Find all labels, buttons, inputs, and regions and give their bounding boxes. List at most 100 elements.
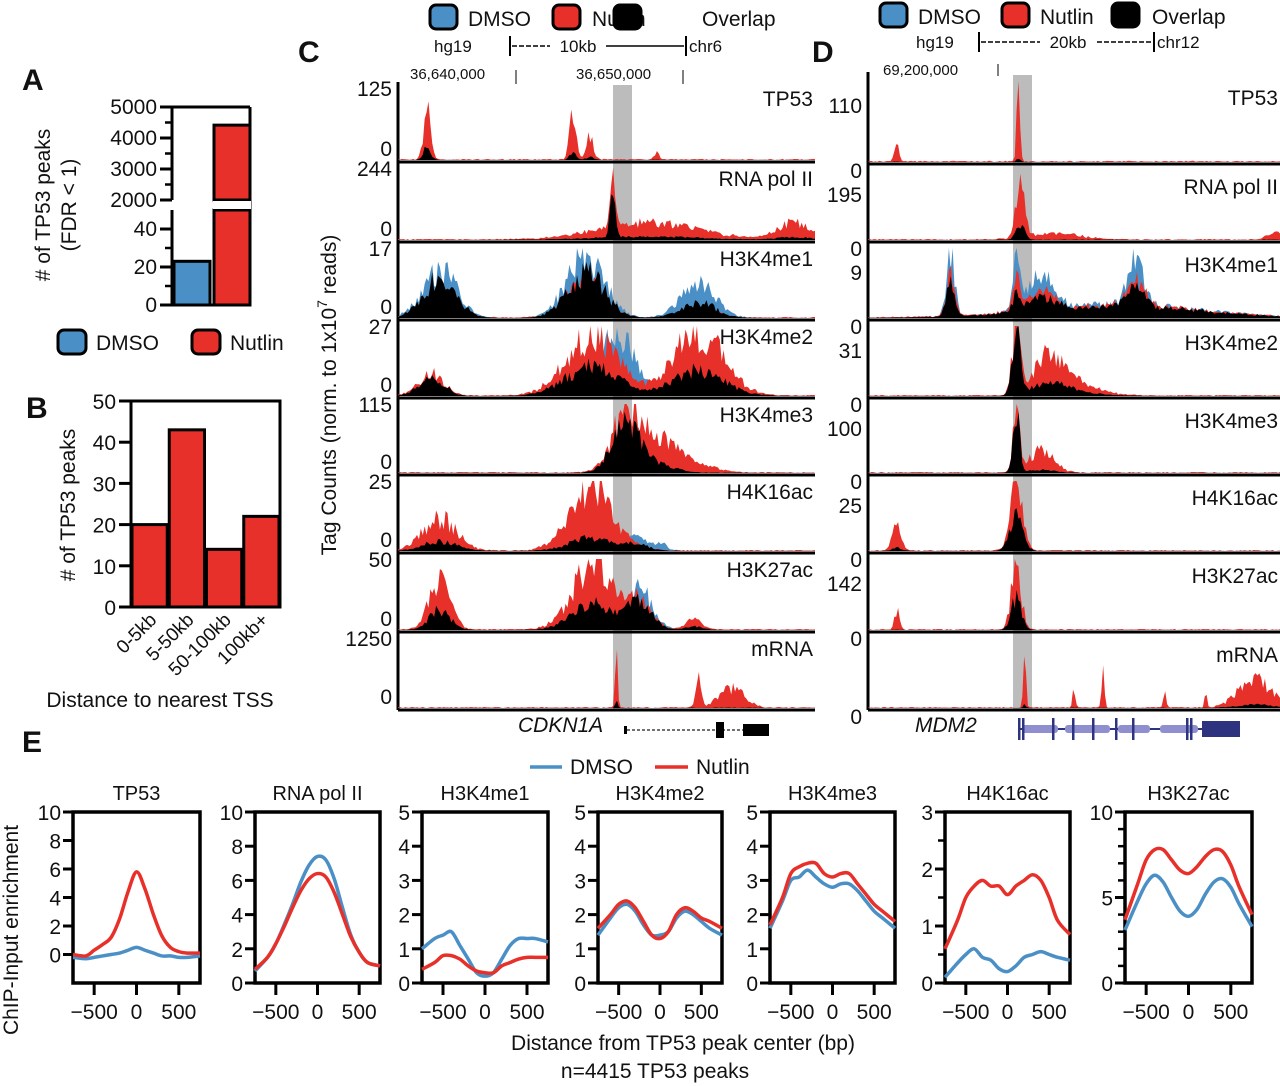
y-tick-label: 50 — [93, 391, 116, 414]
y-tick-label: 0 — [104, 597, 116, 620]
y-tick-label: 3 — [574, 870, 586, 893]
y-tick-label: 3 — [921, 802, 933, 825]
y-tick-label: 2 — [398, 905, 410, 928]
legend-swatch-dmso — [428, 3, 459, 31]
genome-label: hg19 — [434, 37, 472, 56]
x-tick-label: 500 — [1032, 1001, 1067, 1024]
y-tick-label: 5 — [746, 802, 758, 825]
panel-a-ylabel-line2: (FDR < 1) — [58, 159, 81, 252]
track-area-dmso — [868, 442, 1280, 473]
y-tick-label: 0 — [746, 973, 758, 996]
track-area-nutlin — [868, 656, 1280, 708]
track-area-nutlin — [398, 168, 815, 240]
y-tick-label: 4 — [746, 836, 758, 859]
bar-nutlin-lower — [212, 208, 252, 307]
track-area-nutlin — [868, 81, 1280, 162]
profile-line-nutlin — [768, 860, 897, 926]
track-min-label: 0 — [850, 238, 862, 261]
y-tick-label: 1 — [921, 916, 933, 939]
y-tick-label: 30 — [93, 473, 116, 496]
track-name: H3K4me3 — [1185, 410, 1278, 433]
x-tick-label: 0 — [827, 1001, 839, 1024]
subplot-title: H3K4me2 — [616, 783, 705, 805]
track-max-label: 25 — [839, 495, 862, 518]
y-tick-label: 0 — [1101, 973, 1113, 996]
scale-label: 20kb — [1050, 33, 1087, 52]
x-tick-label: 0 — [654, 1001, 666, 1024]
y-tick-label: 2 — [746, 905, 758, 928]
legend-label-dmso: DMSO — [918, 6, 981, 29]
y-tick-label: 6 — [231, 870, 243, 893]
plot-frame — [768, 810, 897, 985]
gene-exon — [1052, 718, 1055, 740]
y-tick-label: 0 — [231, 973, 243, 996]
gene-exon — [1190, 718, 1193, 740]
x-tick-label: 0 — [131, 1001, 143, 1024]
track-area-overlap — [868, 508, 1280, 551]
y-tick-label: 1 — [574, 939, 586, 962]
profile-line-nutlin — [253, 871, 381, 971]
track-area-overlap — [868, 276, 1280, 318]
y-tick-label: 0 — [398, 973, 410, 996]
panel-e-xlabel: Distance from TP53 peak center (bp) — [511, 1032, 855, 1055]
track-max-label: 110 — [829, 95, 862, 118]
subplot-title: RNA pol II — [272, 783, 362, 805]
y-tick-label: 10 — [220, 802, 243, 825]
track-area-overlap — [398, 534, 815, 551]
profile-subplot-h4k16ac: H4K16ac 0 1 2 3 −500 0 500 — [921, 783, 1072, 1024]
profile-subplot-rna-pol-ii: RNA pol II 0 2 4 6 8 10 −500 0 500 — [220, 783, 382, 1024]
legend-swatch-nutlin — [551, 3, 582, 31]
x-tick-label: 500 — [857, 1001, 892, 1024]
y-tick-label: 4 — [398, 836, 410, 859]
bar-dmso — [172, 259, 212, 307]
profile-line-dmso — [72, 945, 201, 961]
panel-d: D DMSO Nutlin Overlap hg19 20kb chr12 69… — [812, 1, 1280, 740]
bar-100kb+ — [242, 514, 281, 609]
gene-label-cdkn1a: CDKN1A — [518, 714, 603, 737]
profile-line-nutlin — [1123, 846, 1254, 921]
track-min-label: 0 — [850, 160, 862, 183]
x-tick-label: −500 — [419, 1001, 466, 1024]
panel-a-legend: DMSO Nutlin — [56, 328, 284, 356]
subplot-title: H3K4me1 — [441, 783, 530, 805]
subplot-title: TP53 — [113, 783, 161, 805]
y-tick-label: 20 — [134, 256, 157, 279]
track-max-label: 25 — [369, 471, 392, 494]
track-name: H3K4me2 — [720, 326, 813, 349]
y-tick-label: 5 — [1101, 888, 1113, 911]
track-min-label: 0 — [380, 296, 392, 319]
x-tick-label: −500 — [595, 1001, 642, 1024]
panel-d-legend: DMSO Nutlin Overlap — [878, 1, 1226, 29]
track-name: RNA pol II — [718, 168, 813, 191]
scale-label: 10kb — [560, 37, 597, 56]
y-tick-label: 4 — [231, 905, 243, 928]
track-name: H3K4me1 — [1185, 254, 1278, 277]
plot-frame — [1123, 810, 1254, 985]
profile-line-nutlin — [72, 870, 201, 958]
track-max-label: 195 — [827, 184, 862, 207]
profile-subplot-h3k4me3: H3K4me3 0 1 2 3 4 5 −500 0 500 — [746, 783, 897, 1024]
profile-line-dmso — [1123, 873, 1254, 931]
genome-label: hg19 — [916, 33, 954, 52]
track-area-nutlin — [398, 101, 815, 160]
legend-label-dmso: DMSO — [96, 332, 159, 355]
y-tick-label: 10 — [38, 802, 61, 825]
y-tick-label: 40 — [134, 218, 157, 241]
track-min-label: 0 — [850, 628, 862, 651]
panel-e-legend: DMSO Nutlin — [530, 756, 750, 779]
bar-nutlin-upper — [212, 123, 252, 202]
legend-label-dmso: DMSO — [468, 8, 531, 31]
track-min-label: 0 — [850, 316, 862, 339]
gene-intron-arrows — [1022, 725, 1058, 733]
track-name: H3K4me1 — [720, 248, 813, 271]
x-tick-label: 500 — [509, 1001, 544, 1024]
coord-label-1: 36,640,000 — [410, 66, 485, 83]
y-tick-label: 6 — [49, 859, 61, 882]
gene-intron-arrows — [1065, 725, 1110, 733]
plot-frame — [596, 810, 724, 985]
profile-subplot-tp53: TP53 0 2 4 6 8 10 −500 0 500 — [38, 783, 202, 1024]
x-tick-label: 0 — [1183, 1001, 1195, 1024]
x-tick-label: 500 — [161, 1001, 196, 1024]
y-tick-label: 4 — [49, 888, 61, 911]
legend-label-overlap: Overlap — [1152, 6, 1226, 29]
